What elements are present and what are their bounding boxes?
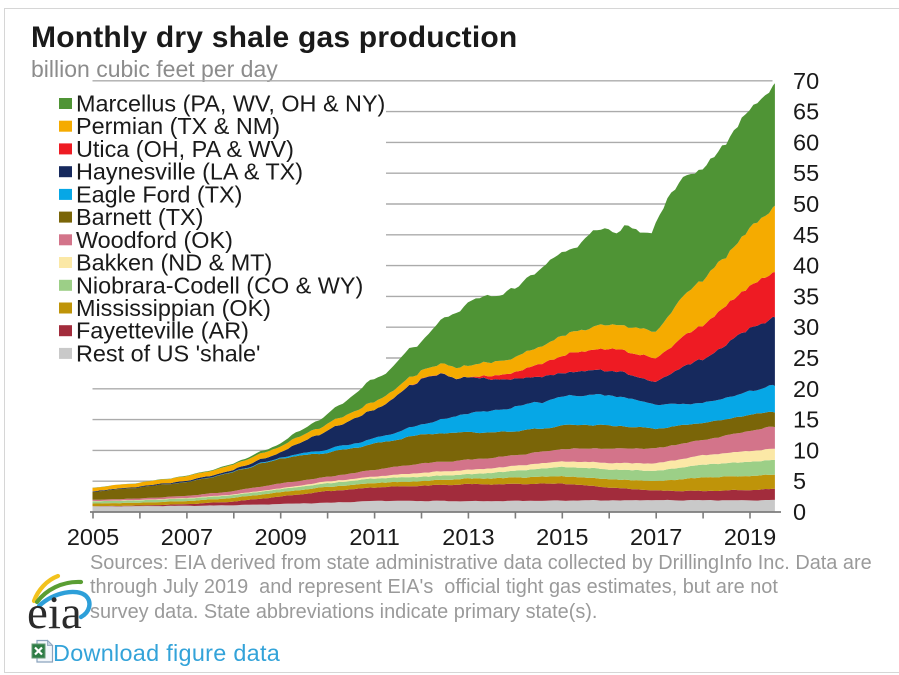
svg-text:20: 20 bbox=[793, 376, 819, 402]
svg-text:2005: 2005 bbox=[67, 524, 119, 550]
svg-text:Eagle Ford (TX): Eagle Ford (TX) bbox=[76, 181, 242, 207]
svg-text:45: 45 bbox=[793, 222, 819, 248]
svg-text:60: 60 bbox=[793, 129, 819, 155]
svg-text:Barnett (TX): Barnett (TX) bbox=[76, 204, 203, 230]
svg-text:Utica (OH, PA & WV): Utica (OH, PA & WV) bbox=[76, 136, 294, 162]
svg-text:55: 55 bbox=[793, 160, 819, 186]
svg-text:Marcellus (PA, WV, OH & NY): Marcellus (PA, WV, OH & NY) bbox=[76, 91, 385, 117]
svg-text:Bakken (ND & MT): Bakken (ND & MT) bbox=[76, 250, 272, 276]
svg-text:35: 35 bbox=[793, 283, 819, 309]
svg-text:40: 40 bbox=[793, 253, 819, 279]
svg-text:0: 0 bbox=[793, 499, 806, 525]
svg-text:Mississippian (OK): Mississippian (OK) bbox=[76, 295, 271, 321]
svg-text:Permian (TX & NM): Permian (TX & NM) bbox=[76, 113, 280, 139]
svg-text:15: 15 bbox=[793, 407, 819, 433]
svg-text:30: 30 bbox=[793, 314, 819, 340]
svg-text:25: 25 bbox=[793, 345, 819, 371]
svg-text:65: 65 bbox=[793, 99, 819, 125]
svg-text:Haynesville (LA & TX): Haynesville (LA & TX) bbox=[76, 159, 303, 185]
svg-text:10: 10 bbox=[793, 437, 819, 463]
svg-text:5: 5 bbox=[793, 468, 806, 494]
svg-text:2017: 2017 bbox=[630, 524, 682, 550]
svg-text:2019: 2019 bbox=[724, 524, 776, 550]
svg-text:2009: 2009 bbox=[255, 524, 307, 550]
svg-text:Rest of US 'shale': Rest of US 'shale' bbox=[76, 340, 260, 366]
svg-text:2013: 2013 bbox=[442, 524, 494, 550]
svg-text:Niobrara-Codell (CO & WY): Niobrara-Codell (CO & WY) bbox=[76, 272, 363, 298]
svg-text:2007: 2007 bbox=[161, 524, 213, 550]
svg-text:Fayetteville (AR): Fayetteville (AR) bbox=[76, 318, 249, 344]
svg-text:Woodford (OK): Woodford (OK) bbox=[76, 227, 233, 253]
svg-text:70: 70 bbox=[793, 68, 819, 94]
svg-text:50: 50 bbox=[793, 191, 819, 217]
svg-text:eia: eia bbox=[27, 587, 82, 632]
svg-text:2015: 2015 bbox=[536, 524, 588, 550]
svg-text:2011: 2011 bbox=[349, 524, 400, 550]
